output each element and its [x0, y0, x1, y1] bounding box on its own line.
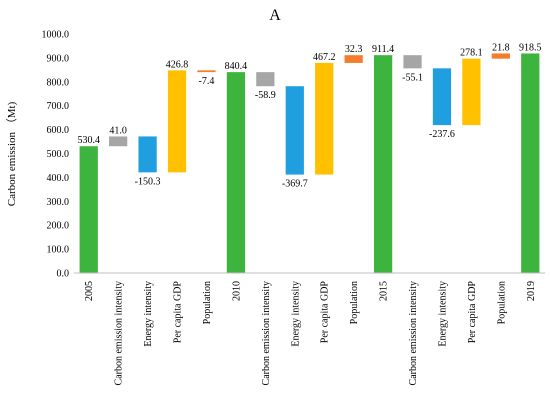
y-tick-label: 800.0 — [47, 77, 70, 88]
bar-energy-intensity — [285, 86, 304, 175]
bar-total — [373, 55, 393, 273]
data-label: 530.4 — [77, 135, 100, 146]
category-label: Per capita GDP — [173, 281, 184, 344]
y-tick-label: 700.0 — [47, 101, 70, 112]
data-label: -369.7 — [282, 179, 308, 190]
category-label: 2019 — [526, 281, 537, 301]
category-label: Population — [496, 281, 507, 324]
bar-carbon-emission-intensity — [109, 136, 128, 147]
panel-label: A — [269, 7, 281, 24]
category-label: Energy intensity — [437, 281, 448, 347]
category-label: 2005 — [84, 281, 95, 301]
category-label: Energy intensity — [290, 281, 301, 347]
bar-energy-intensity — [432, 68, 452, 126]
bar-total — [79, 146, 98, 273]
category-label: 2015 — [379, 281, 390, 301]
data-label: 41.0 — [109, 125, 127, 136]
data-label: 467.2 — [313, 52, 336, 63]
bar-energy-intensity — [138, 136, 157, 173]
data-label: 840.4 — [225, 61, 248, 72]
bar-per-capita-gdp — [462, 58, 481, 126]
category-labels-group: 2005 Carbon emission intensity Energy inte… — [84, 281, 537, 386]
bar-per-capita-gdp — [167, 70, 187, 173]
category-label: Population — [202, 281, 213, 324]
bar-population — [344, 55, 363, 63]
bar-per-capita-gdp — [315, 62, 334, 175]
y-tick-label: 600.0 — [47, 125, 70, 136]
category-label: Per capita GDP — [320, 281, 331, 344]
bar-population — [491, 53, 510, 59]
y-tick-label: 300.0 — [47, 197, 70, 208]
bars-group — [79, 53, 540, 273]
y-tick-label: 1000.0 — [42, 30, 70, 41]
data-label: -237.6 — [429, 129, 455, 140]
data-label: -150.3 — [135, 176, 161, 187]
y-tick-label: 100.0 — [47, 245, 70, 256]
data-label: 911.4 — [372, 44, 394, 55]
category-label: Energy intensity — [143, 281, 154, 347]
y-tick-label: 500.0 — [47, 149, 70, 160]
data-label: 278.1 — [460, 48, 483, 59]
y-tick-label: 200.0 — [47, 221, 70, 232]
category-label: 2010 — [231, 281, 242, 301]
y-tick-label: 900.0 — [47, 53, 70, 64]
category-label: Carbon emission intensity — [261, 281, 272, 385]
data-label: 918.5 — [519, 42, 542, 53]
y-tick-label: 400.0 — [47, 173, 70, 184]
y-axis-label: Carbon emission （Mt) — [5, 101, 18, 206]
category-label: Per capita GDP — [467, 281, 478, 344]
y-axis-ticks: 0.0 100.0 200.0 300.0 400.0 500.0 600.0 700.0 80… — [42, 30, 70, 280]
y-tick-label: 0.0 — [57, 269, 70, 280]
category-label: Population — [349, 281, 360, 324]
data-label: 32.3 — [345, 44, 363, 55]
bar-total — [226, 72, 246, 273]
bar-carbon-emission-intensity — [403, 55, 422, 69]
data-label: -7.4 — [199, 76, 215, 87]
data-label: 426.8 — [166, 59, 189, 70]
bar-population — [197, 70, 216, 73]
category-label: Carbon emission intensity — [408, 281, 419, 385]
bar-total — [521, 53, 540, 273]
category-label: Carbon emission intensity — [114, 281, 125, 385]
data-label: -55.1 — [402, 72, 423, 83]
data-label: 21.8 — [492, 42, 510, 53]
data-label: -58.9 — [255, 90, 276, 101]
data-labels-group: 530.4 41.0 -150.3 426.8 -7.4 840.4 -58.9 -369.7… — [77, 42, 541, 189]
bar-carbon-emission-intensity — [256, 72, 275, 87]
